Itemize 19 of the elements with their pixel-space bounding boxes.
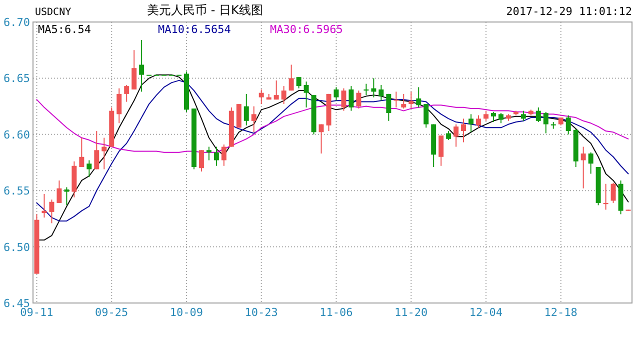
x-tick-label: 09-25	[95, 306, 128, 319]
x-tick-label: 12-18	[544, 306, 578, 319]
x-tick-label: 10-23	[244, 306, 278, 319]
x-tick-label: 12-04	[469, 306, 503, 319]
y-tick-label: 6.60	[4, 128, 30, 142]
x-tick-label: 11-20	[394, 306, 428, 319]
y-tick-label: 6.55	[4, 184, 30, 198]
x-tick-label: 10-09	[170, 306, 204, 319]
x-tick-label: 09-11	[20, 306, 54, 319]
y-tick-label: 6.50	[4, 240, 30, 254]
text: MA30:6.5965	[270, 23, 343, 36]
text: MA10:6.5654	[158, 23, 232, 36]
text: USDCNY	[35, 7, 72, 18]
x-tick-label: 11-06	[320, 306, 353, 319]
chart-title: 美元人民币 - 日K线图	[147, 3, 263, 17]
y-tick-label: 6.70	[4, 16, 30, 29]
y-tick-label: 6.65	[4, 72, 30, 86]
text: MA5:6.54	[38, 23, 92, 36]
text: 2017-12-29 11:01:12	[506, 5, 632, 18]
